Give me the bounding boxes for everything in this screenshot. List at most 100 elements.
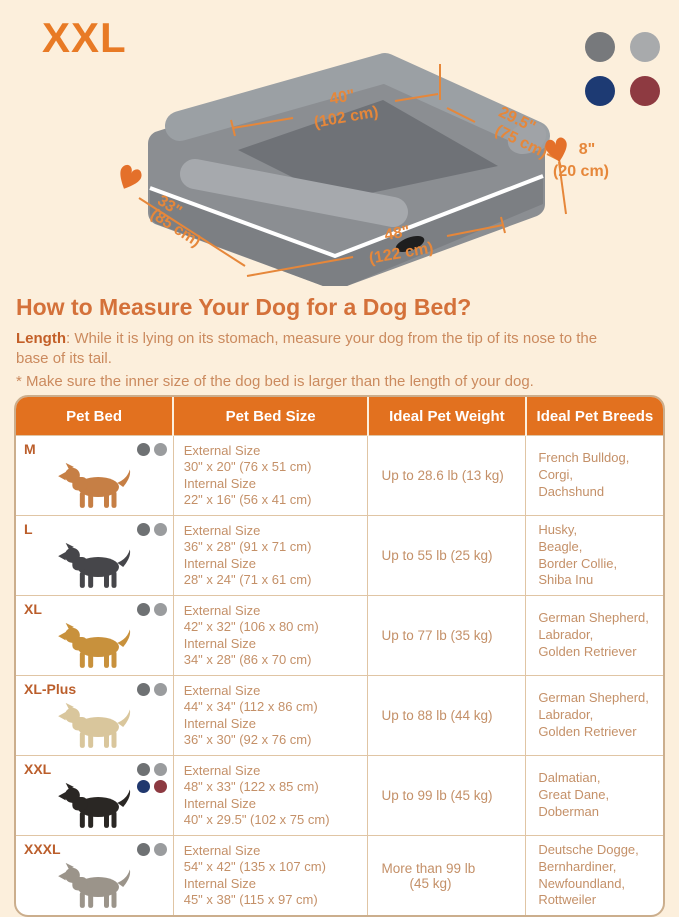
dog-silhouette [58, 462, 131, 508]
pet-bed-cell: M [16, 435, 174, 516]
bed-size-label: M [24, 441, 36, 458]
length-label: Length [16, 330, 66, 347]
weight-cell: Up to 28.6 lb (13 kg) [367, 435, 526, 516]
color-dots [135, 763, 167, 794]
internal-size-value: 22" x 16" (56 x 41 cm) [183, 491, 312, 507]
internal-size-value: 36" x 30" (92 x 76 cm) [183, 731, 312, 747]
swatch-light-gray [630, 32, 660, 62]
outer-width-label-in: 48" [383, 223, 411, 244]
dog-photo [58, 622, 131, 668]
weight-cell: Up to 99 lb (45 kg) [367, 755, 526, 836]
color-dots [135, 843, 167, 857]
breed-line: French Bulldog, [538, 450, 630, 466]
breed-line: Golden Retriever [538, 644, 637, 660]
bed-size-label: XL-Plus [24, 681, 77, 698]
length-text: : While it is lying on its stomach, meas… [16, 330, 598, 367]
color-dots [135, 603, 167, 617]
color-dot [136, 443, 150, 457]
col-header-bed-size: Pet Bed Size [172, 397, 368, 436]
bed-size-cell: External Size 54" x 42" (135 x 107 cm) I… [172, 835, 368, 916]
breeds-cell: Deutsche Dogge, Bernhardiner, Newfoundland… [525, 835, 663, 916]
pet-bed-cell: L [16, 515, 174, 596]
inner-width-line-left [232, 117, 294, 129]
bed-back-bolster [165, 53, 550, 151]
external-size-label: External Size [183, 763, 261, 779]
color-dots [135, 683, 167, 697]
height-label-in: 8" [579, 141, 595, 158]
breed-line: Corgi, [538, 467, 573, 483]
depth-heart-marker [120, 164, 142, 189]
internal-size-label: Internal Size [183, 795, 256, 811]
breed-line: Border Collie, [538, 555, 618, 571]
weight-cell: Up to 77 lb (35 kg) [367, 595, 526, 676]
size-table-grid: Pet Bed Pet Bed Size Ideal Pet Weight Id… [16, 397, 663, 916]
table-row: XXL External Size 48" x 33" ( [16, 755, 663, 836]
breed-line: Beagle, [538, 538, 583, 554]
inner-depth-line-left [446, 107, 476, 123]
internal-size-value: 45" x 38" (115 x 97 cm) [183, 891, 318, 907]
breed-line: Newfoundland, [538, 875, 626, 891]
external-size-value: 48" x 33" (122 x 85 cm) [183, 779, 319, 795]
swatch-navy-blue [585, 76, 615, 106]
dog-silhouette [58, 542, 131, 588]
dog-bed-diagram: 40" (102 cm) 29.5" (75 cm) 8" (20 cm) 48… [120, 53, 609, 286]
color-dot [136, 603, 150, 617]
breed-line: Labrador, [538, 627, 594, 643]
size-table: Pet Bed Pet Bed Size Ideal Pet Weight Id… [14, 395, 665, 917]
external-size-value: 36" x 28" (91 x 71 cm) [183, 539, 312, 555]
bed-right-bolster-roll [507, 121, 547, 155]
weight-line: Up to 99 lb (45 kg) [381, 788, 493, 804]
dog-silhouette [58, 862, 131, 908]
size-badge: XXL [42, 14, 127, 61]
inner-size-note: * Make sure the inner size of the dog be… [16, 372, 534, 390]
breeds-cell: German Shepherd, Labrador, Golden Retrieve… [525, 595, 663, 676]
weight-line: Up to 28.6 lb (13 kg) [381, 468, 504, 484]
weight-line: (45 kg) [409, 875, 452, 891]
breed-line: Deutsche Dogge, [538, 841, 639, 857]
table-body: M External Size 30" x 20" (76 [16, 435, 663, 916]
dog-silhouette [58, 622, 131, 668]
color-dot [136, 780, 150, 794]
bed-size-label: XXXL [24, 841, 61, 858]
col-header-pet-bed: Pet Bed [16, 397, 174, 436]
bed-size-label: L [24, 521, 33, 538]
breed-line: Dachshund [538, 484, 605, 500]
breed-line: Rottweiler [538, 892, 597, 908]
weight-cell: More than 99 lb (45 kg) [367, 835, 526, 916]
dog-photo [58, 702, 131, 748]
breed-line: Labrador, [538, 707, 594, 723]
outer-width-line-right [446, 224, 504, 237]
inner-width-label-in: 40" [328, 87, 356, 108]
color-dot [136, 843, 150, 857]
table-row: XL External Size 42" x 32" (1 [16, 595, 663, 676]
outer-width-tick-right [500, 216, 506, 234]
color-dot [153, 843, 167, 857]
breed-line: Doberman [538, 804, 600, 820]
weight-line: Up to 55 lb (25 kg) [381, 548, 493, 564]
measure-section: How to Measure Your Dog for a Dog Bed? L… [0, 288, 679, 391]
weight-cell: Up to 55 lb (25 kg) [367, 515, 526, 596]
table-row: XL-Plus External Size 44" x 3 [16, 675, 663, 756]
internal-size-label: Internal Size [183, 635, 256, 651]
bed-size-cell: External Size 36" x 28" (91 x 71 cm) Int… [172, 515, 368, 596]
hero-section: XXL 40" (102 cm) 29.5" (75 cm) [0, 0, 679, 288]
swatch-wine-red [630, 76, 660, 106]
pet-bed-cell: XL-Plus [16, 675, 174, 756]
internal-size-label: Internal Size [183, 475, 256, 491]
breeds-cell: French Bulldog, Corgi, Dachshund [525, 435, 663, 516]
pet-bed-cell: XXL [16, 755, 174, 836]
weight-cell: Up to 88 lb (44 kg) [367, 675, 526, 756]
col-header-pet-weight: Ideal Pet Weight [366, 397, 526, 436]
bed-inner-mat [238, 100, 498, 200]
external-size-label: External Size [183, 683, 261, 699]
color-dots [135, 443, 167, 457]
external-size-label: External Size [183, 843, 261, 859]
weight-line: Up to 88 lb (44 kg) [381, 708, 493, 724]
color-dot [153, 443, 167, 457]
brand-tag [395, 236, 425, 252]
external-size-label: External Size [183, 443, 261, 459]
swatch-dark-gray [585, 32, 615, 62]
table-row: L External Size 36" x 28" (91 [16, 515, 663, 596]
breed-line: Bernhardiner, [538, 858, 617, 874]
